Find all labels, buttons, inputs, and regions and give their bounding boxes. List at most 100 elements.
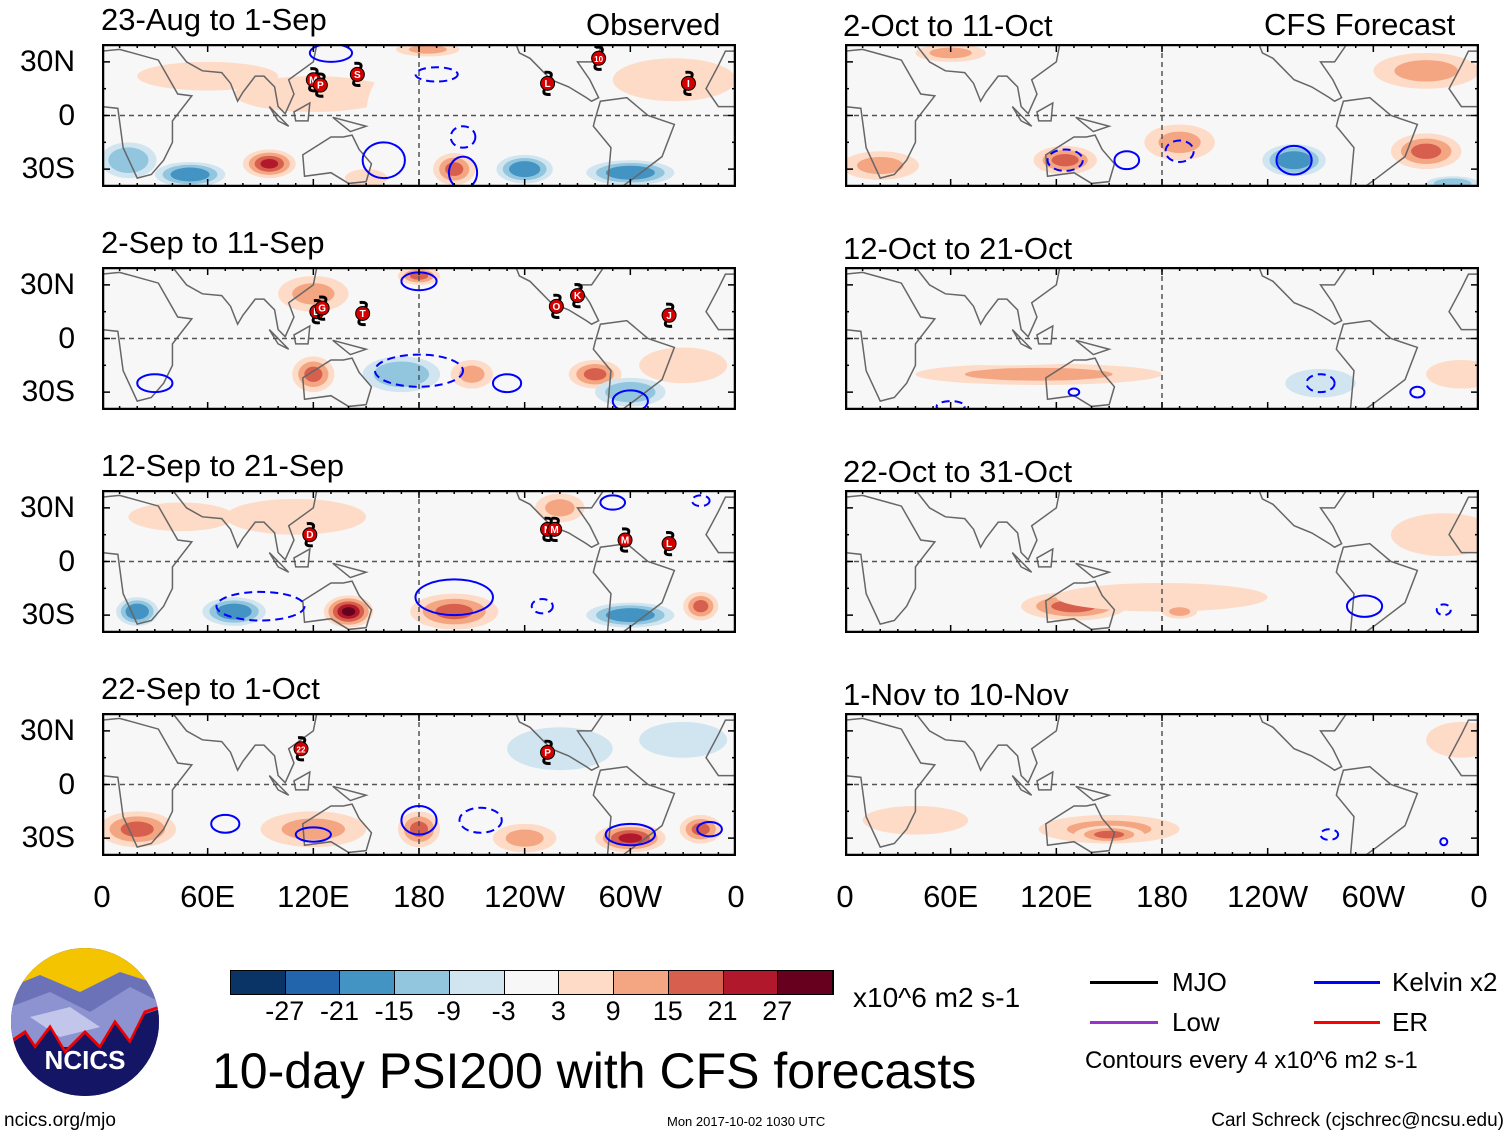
storm-icon xyxy=(542,739,553,765)
coastline xyxy=(293,770,311,791)
lat-label: 0 xyxy=(58,767,75,801)
coastline xyxy=(845,48,937,179)
kelvin-contour xyxy=(373,353,465,388)
storm-label: L xyxy=(545,79,551,90)
anomaly-shading xyxy=(1094,831,1124,839)
storm-icon xyxy=(315,72,326,98)
coastline xyxy=(268,775,290,796)
coastline xyxy=(1044,580,1116,631)
coastline xyxy=(268,106,290,127)
panel-title: 23-Aug to 1-Sep xyxy=(101,2,327,37)
coastline xyxy=(914,713,1061,785)
kelvin-contour xyxy=(1164,139,1195,163)
coastline xyxy=(1036,547,1054,568)
anomaly-shading xyxy=(1284,155,1305,166)
anomaly-shading xyxy=(1394,60,1457,81)
anomaly-shading xyxy=(965,368,1113,381)
anomaly-shading xyxy=(1321,806,1427,835)
anomaly-shading xyxy=(292,283,334,304)
storm-icon xyxy=(570,288,585,304)
lon-label: 0 xyxy=(1470,879,1488,914)
coastline xyxy=(1011,775,1033,796)
anomaly-shading xyxy=(1052,154,1079,166)
panel-title: 22-Sep to 1-Oct xyxy=(101,671,320,706)
coastline xyxy=(1258,490,1348,549)
colorbar-units: x10^6 m2 s-1 xyxy=(853,982,1021,1013)
coastline xyxy=(592,765,676,856)
storm-icon xyxy=(547,521,563,537)
lat-label: 30N xyxy=(19,713,75,747)
lon-label: 120E xyxy=(277,879,350,914)
storm-icon xyxy=(542,70,553,96)
anomaly-shading xyxy=(120,365,190,401)
kelvin-legend-line xyxy=(1314,981,1380,984)
anomaly-shading xyxy=(435,604,473,619)
kelvin-contour xyxy=(210,813,241,834)
storm-label: T xyxy=(360,309,366,320)
storm-icon xyxy=(549,516,560,542)
anomaly-shading xyxy=(863,806,969,835)
coastline xyxy=(1036,101,1054,122)
coastline xyxy=(301,803,373,854)
coastline xyxy=(1011,329,1033,350)
anomaly-shading xyxy=(898,347,1109,365)
map-frame xyxy=(102,267,736,410)
kelvin-contour xyxy=(1439,837,1449,847)
colorbar-tick: -27 xyxy=(265,996,305,1026)
storm-icon xyxy=(680,75,696,91)
anomaly-shading xyxy=(410,272,428,280)
storm-icon xyxy=(352,61,363,88)
storm-icon xyxy=(572,282,583,309)
kelvin-contour xyxy=(1345,594,1384,618)
coastline xyxy=(705,273,736,331)
map-frame xyxy=(845,713,1479,856)
storm-icon xyxy=(312,77,328,93)
coastline xyxy=(592,96,676,187)
anomaly-shading xyxy=(986,511,1127,540)
map-panel-5 xyxy=(845,267,1479,410)
coastline xyxy=(1036,324,1054,345)
colorbar-tick: 21 xyxy=(707,996,738,1026)
lon-label: 120W xyxy=(484,879,566,914)
coastline xyxy=(1335,765,1419,856)
storm-label: P xyxy=(544,748,551,759)
panel-title: 2-Oct to 11-Oct xyxy=(843,8,1053,43)
coastline xyxy=(1448,50,1479,108)
anomaly-shading xyxy=(178,170,201,178)
legend-kelvin: Kelvin x2 xyxy=(1392,967,1498,997)
coastline xyxy=(301,357,373,408)
anomaly-shading xyxy=(515,164,534,174)
coastline xyxy=(171,490,318,562)
coastline xyxy=(515,267,605,326)
kelvin-contour xyxy=(696,821,723,838)
coastline xyxy=(515,713,605,772)
lon-label: 0 xyxy=(727,879,745,914)
coastline xyxy=(1075,339,1112,356)
legend-er: ER xyxy=(1392,1007,1429,1037)
coastline xyxy=(845,271,937,402)
coastline xyxy=(1335,96,1419,187)
kelvin-contour xyxy=(414,578,494,617)
kelvin-contour xyxy=(1113,150,1141,171)
coastline xyxy=(332,785,369,802)
anomaly-shading xyxy=(1169,607,1190,616)
lat-label: 30S xyxy=(21,598,75,632)
legend-low: Low xyxy=(1172,1007,1220,1037)
er-legend-line xyxy=(1314,1021,1380,1024)
kelvin-contour xyxy=(294,826,332,843)
coastline xyxy=(705,719,736,777)
map-panel-6 xyxy=(845,490,1479,633)
map-frame xyxy=(845,267,1479,410)
map-panel-1: DGTOKJ xyxy=(102,267,736,410)
coastline xyxy=(914,44,1061,116)
anomaly-shading xyxy=(304,367,322,382)
coastline xyxy=(1448,719,1479,777)
kelvin-contour xyxy=(690,494,711,508)
storm-icon xyxy=(593,45,604,71)
ncics-logo: NCICS xyxy=(11,948,159,1096)
storm-label: J xyxy=(666,311,672,322)
coastline xyxy=(845,494,937,625)
observed-label: Observed xyxy=(586,7,721,42)
coastline xyxy=(845,717,937,848)
